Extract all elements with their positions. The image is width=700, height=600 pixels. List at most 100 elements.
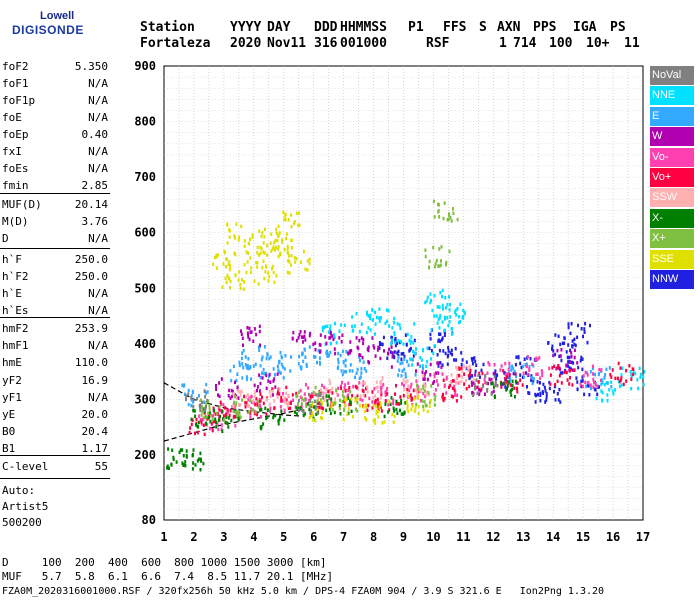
data-point xyxy=(343,407,345,412)
data-point xyxy=(320,415,322,420)
data-point xyxy=(391,412,394,417)
data-point xyxy=(404,401,407,405)
param-label: B0 xyxy=(2,425,16,439)
data-point xyxy=(445,391,448,395)
data-point xyxy=(516,390,519,394)
data-point xyxy=(502,369,505,373)
data-point xyxy=(245,375,248,379)
data-point xyxy=(253,383,256,388)
data-point xyxy=(255,261,258,265)
data-point xyxy=(493,385,495,389)
data-point xyxy=(246,363,249,368)
data-point xyxy=(376,315,378,320)
data-point xyxy=(402,412,404,416)
data-point xyxy=(400,401,403,405)
data-point xyxy=(244,405,247,409)
data-point xyxy=(283,217,286,222)
data-point xyxy=(383,414,386,419)
data-point xyxy=(594,383,597,387)
data-point xyxy=(522,371,525,375)
data-point xyxy=(208,416,211,420)
data-point xyxy=(429,300,432,305)
data-point xyxy=(428,259,431,264)
data-point xyxy=(229,409,232,413)
data-point xyxy=(200,459,203,463)
data-point xyxy=(276,364,279,368)
param-row: hmF1 N/A xyxy=(2,339,108,356)
data-point xyxy=(354,396,357,400)
data-point xyxy=(456,375,458,379)
data-point xyxy=(397,355,400,360)
data-point xyxy=(380,316,382,320)
data-point xyxy=(402,352,405,356)
data-point xyxy=(430,298,432,303)
data-point xyxy=(385,389,388,393)
data-point xyxy=(377,389,380,394)
data-point xyxy=(507,367,510,372)
data-point xyxy=(598,385,601,389)
data-point xyxy=(449,302,451,307)
series-xplus xyxy=(199,199,459,422)
data-point xyxy=(364,409,366,414)
data-point xyxy=(198,394,200,398)
header-label-5: P1 xyxy=(408,20,424,35)
data-point xyxy=(448,212,450,216)
data-point xyxy=(334,351,337,356)
data-point xyxy=(506,375,508,379)
param-value: 253.9 xyxy=(74,322,108,335)
data-point xyxy=(226,273,229,278)
data-point xyxy=(408,348,411,352)
data-point xyxy=(285,391,288,395)
data-point xyxy=(463,364,466,368)
data-point xyxy=(447,323,450,328)
data-point xyxy=(245,401,248,405)
param-row: yE 20.0 xyxy=(2,408,108,425)
data-point xyxy=(603,383,606,387)
data-point xyxy=(273,240,276,245)
param-row: h`E N/A xyxy=(2,287,108,304)
param-value: N/A xyxy=(88,287,108,300)
data-point xyxy=(272,415,275,420)
data-point xyxy=(375,411,378,416)
data-point xyxy=(575,376,578,380)
data-point xyxy=(272,245,275,249)
data-point xyxy=(462,308,465,313)
data-point xyxy=(367,326,370,330)
param-row: h`F 250.0 xyxy=(2,253,108,270)
data-point xyxy=(315,405,318,409)
data-point xyxy=(566,378,569,382)
param-value: 0.40 xyxy=(81,128,109,141)
data-point xyxy=(560,381,563,385)
data-point xyxy=(304,267,307,271)
data-point xyxy=(314,407,317,411)
data-point xyxy=(439,361,442,365)
data-point xyxy=(378,341,381,345)
data-point xyxy=(356,409,359,413)
data-point xyxy=(481,384,484,388)
data-point xyxy=(455,365,458,370)
data-point xyxy=(438,316,441,320)
data-point xyxy=(328,396,331,401)
data-point xyxy=(449,351,452,355)
data-point xyxy=(270,249,273,253)
param-label: foF1p xyxy=(2,94,36,107)
data-point xyxy=(447,353,450,358)
data-point xyxy=(251,233,254,237)
data-point xyxy=(591,366,594,371)
data-point xyxy=(531,381,534,386)
data-point xyxy=(329,324,332,328)
data-point xyxy=(451,379,454,383)
data-point xyxy=(329,389,332,394)
data-point xyxy=(345,349,348,354)
data-point xyxy=(580,327,583,331)
data-point xyxy=(228,388,231,393)
data-point xyxy=(417,385,420,389)
data-point xyxy=(340,340,343,344)
data-point xyxy=(253,394,256,399)
data-point xyxy=(426,359,429,364)
data-point xyxy=(410,357,413,362)
data-point xyxy=(283,398,286,402)
data-point xyxy=(240,389,243,394)
data-point xyxy=(303,348,306,352)
data-point xyxy=(206,416,209,420)
